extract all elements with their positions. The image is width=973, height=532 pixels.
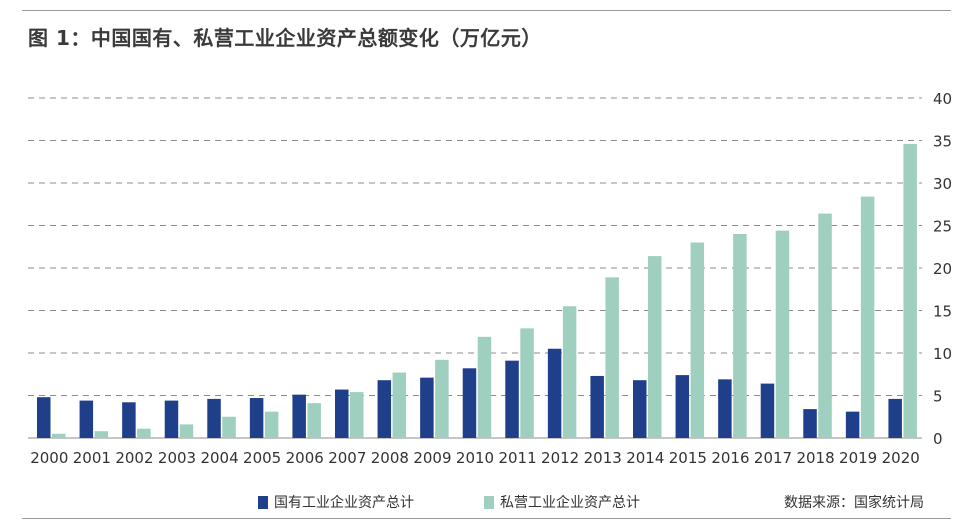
x-tick-label: 2006 xyxy=(286,449,324,467)
x-tick-label: 2016 xyxy=(711,449,749,467)
bar-state xyxy=(420,377,434,438)
x-tick-label: 2001 xyxy=(73,449,111,467)
y-tick-label: 20 xyxy=(933,260,952,278)
x-tick-label: 2019 xyxy=(839,449,877,467)
bar-private xyxy=(690,242,705,438)
bar-state xyxy=(633,380,647,438)
bar-private xyxy=(264,411,279,438)
x-tick-label: 2020 xyxy=(882,449,920,467)
x-tick-label: 2005 xyxy=(243,449,281,467)
bar-private xyxy=(392,372,407,438)
x-tick-label: 2010 xyxy=(456,449,494,467)
bar-private xyxy=(137,428,151,438)
x-tick-label: 2015 xyxy=(669,449,707,467)
bar-private xyxy=(307,403,321,438)
bottom-rule xyxy=(22,518,951,519)
bar-private xyxy=(818,213,832,438)
bar-private xyxy=(520,328,534,438)
x-tick-label: 2018 xyxy=(796,449,834,467)
x-tick-label: 2002 xyxy=(115,449,153,467)
y-tick-label: 0 xyxy=(933,430,943,448)
y-tick-label: 40 xyxy=(933,90,952,108)
y-tick-label: 10 xyxy=(933,345,952,363)
legend-item-private: 私营工业企业资产总计 xyxy=(484,492,640,512)
bar-private xyxy=(733,234,747,438)
legend: 国有工业企业资产总计 私营工业企业资产总计 数据来源：国家统计局 xyxy=(0,492,973,512)
legend-item-state: 国有工业企业资产总计 xyxy=(258,492,414,512)
bar-private xyxy=(222,416,236,438)
legend-swatch-state xyxy=(258,495,268,509)
bar-private xyxy=(605,277,619,438)
x-tick-label: 2004 xyxy=(200,449,238,467)
y-tick-label: 5 xyxy=(933,388,943,406)
bar-state xyxy=(505,360,519,438)
bar-private xyxy=(350,392,364,438)
x-tick-label: 2009 xyxy=(413,449,451,467)
x-tick-label: 2017 xyxy=(754,449,792,467)
bar-private xyxy=(648,256,662,438)
bar-state xyxy=(79,400,94,438)
x-tick-label: 2014 xyxy=(626,449,664,467)
x-tick-label: 2003 xyxy=(158,449,196,467)
bar-state xyxy=(675,375,690,438)
bar-state xyxy=(377,380,392,438)
y-tick-label: 25 xyxy=(933,218,952,236)
x-tick-label: 2000 xyxy=(30,449,68,467)
x-tick-label: 2012 xyxy=(541,449,579,467)
bar-private xyxy=(562,306,577,438)
bar-state xyxy=(718,379,732,438)
bar-state xyxy=(164,400,179,438)
bar-private xyxy=(903,143,917,438)
y-tick-label: 15 xyxy=(933,303,952,321)
bar-state xyxy=(803,409,817,438)
bar-state xyxy=(122,402,136,438)
x-tick-label: 2008 xyxy=(371,449,409,467)
bar-state xyxy=(547,348,562,438)
bar-state xyxy=(207,398,221,438)
bar-state xyxy=(760,383,775,438)
bar-state xyxy=(37,397,51,438)
legend-label-private: 私营工业企业资产总计 xyxy=(500,495,640,511)
legend-swatch-private xyxy=(484,495,494,509)
legend-label-state: 国有工业企业资产总计 xyxy=(274,495,414,511)
bar-state xyxy=(590,375,604,438)
bar-state xyxy=(335,389,349,438)
x-tick-label: 2011 xyxy=(498,449,536,467)
bar-private xyxy=(179,424,194,438)
bar-private xyxy=(775,230,790,438)
bar-state xyxy=(292,394,306,438)
bar-private xyxy=(94,431,109,438)
bar-private xyxy=(52,433,66,438)
y-tick-label: 35 xyxy=(933,133,952,151)
bar-private xyxy=(477,336,492,438)
bar-private xyxy=(860,196,875,438)
bar-state xyxy=(462,368,477,438)
chart-title: 图 1：中国国有、私营工业企业资产总额变化（万亿元） xyxy=(28,26,542,50)
bar-state xyxy=(249,398,264,438)
x-tick-label: 2007 xyxy=(328,449,366,467)
top-rule xyxy=(22,10,951,11)
y-tick-label: 30 xyxy=(933,175,952,193)
data-source: 数据来源：国家统计局 xyxy=(784,495,924,511)
bar-state xyxy=(845,411,860,438)
bar-private xyxy=(435,359,449,438)
x-tick-label: 2013 xyxy=(584,449,622,467)
bar-state xyxy=(888,398,902,438)
